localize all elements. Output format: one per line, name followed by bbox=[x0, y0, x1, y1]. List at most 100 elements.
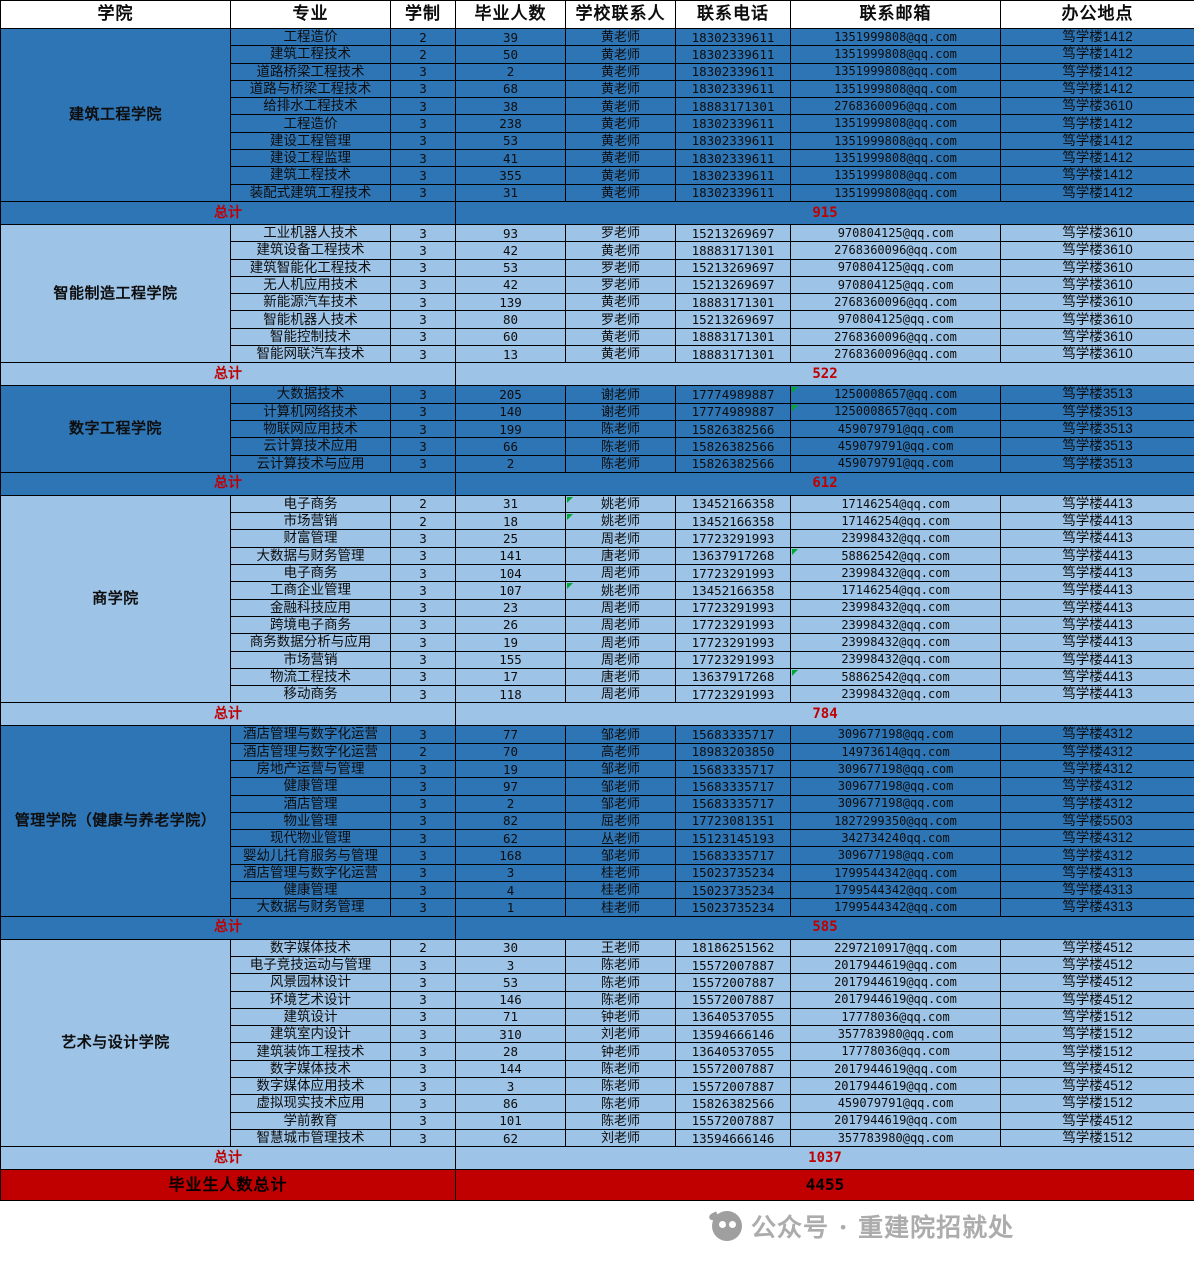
contact-person-cell: 罗老师 bbox=[565, 275, 676, 295]
email-cell: 17778036@qq.com bbox=[790, 1042, 1001, 1061]
email-cell: 2768360096@qq.com bbox=[790, 345, 1001, 364]
contact-person-cell: 邹老师 bbox=[565, 777, 676, 796]
major-cell: 智能网联汽车技术 bbox=[230, 345, 391, 364]
years-cell: 3 bbox=[390, 114, 456, 133]
years-cell: 2 bbox=[390, 512, 456, 531]
major-cell: 物联网应用技术 bbox=[230, 419, 391, 439]
phone-cell: 17723081351 bbox=[675, 811, 791, 831]
graduates-count-cell: 141 bbox=[455, 546, 566, 566]
years-cell: 3 bbox=[390, 385, 456, 404]
graduates-count-cell: 19 bbox=[455, 759, 566, 779]
contact-person-cell: 黄老师 bbox=[565, 293, 676, 312]
contact-person-cell: 罗老师 bbox=[565, 223, 676, 243]
major-cell: 虚拟现实技术应用 bbox=[230, 1094, 391, 1113]
office-location-cell: 笃学楼4413 bbox=[1000, 633, 1194, 652]
phone-cell: 15826382566 bbox=[675, 437, 791, 456]
major-cell: 电子商务 bbox=[230, 494, 391, 514]
email-cell: 1799544342@qq.com bbox=[790, 881, 1001, 900]
watermark: 公众号 · 重建院招就处 bbox=[712, 1208, 1014, 1244]
email-cell: 1351999808@qq.com bbox=[790, 45, 1001, 64]
table-row: 物业管理 3 82 屈老师 17723081351 1827299350@qq.com 笃学… bbox=[1, 811, 1194, 831]
major-cell: 建筑设备工程技术 bbox=[230, 241, 391, 260]
table-row: 智能机器人技术 3 80 罗老师 15213269697 970804125@qq.com… bbox=[1, 310, 1194, 329]
years-cell: 3 bbox=[390, 241, 456, 260]
email-cell: 2768360096@qq.com bbox=[790, 97, 1001, 116]
col-header-grads: 毕业人数 bbox=[455, 0, 566, 29]
phone-cell: 18883171301 bbox=[675, 345, 791, 364]
office-location-cell: 笃学楼4413 bbox=[1000, 650, 1194, 669]
contact-person-cell: 黄老师 bbox=[565, 45, 676, 64]
graduates-count-cell: 107 bbox=[455, 581, 566, 600]
major-cell: 大数据技术 bbox=[230, 385, 391, 404]
graduates-count-cell: 2 bbox=[455, 794, 566, 813]
contact-person-cell: 陈老师 bbox=[565, 454, 676, 473]
years-cell: 3 bbox=[390, 529, 456, 548]
phone-cell: 15213269697 bbox=[675, 258, 791, 277]
section-total-row: 总计 612 bbox=[0, 471, 1194, 496]
table-row: 建筑设备工程技术 3 42 黄老师 18883171301 2768360096@qq.c… bbox=[1, 241, 1194, 260]
table-row: 学前教育 3 101 陈老师 15572007887 2017944619@qq.com 笃… bbox=[1, 1111, 1194, 1130]
email-cell: 1351999808@qq.com bbox=[790, 149, 1001, 168]
years-cell: 3 bbox=[390, 97, 456, 116]
years-cell: 3 bbox=[390, 1128, 456, 1148]
graduates-count-cell: 28 bbox=[455, 1042, 566, 1061]
major-cell: 学前教育 bbox=[230, 1111, 391, 1130]
section-total-value: 784 bbox=[455, 702, 1194, 727]
contact-person-cell: 黄老师 bbox=[565, 62, 676, 81]
email-cell: 970804125@qq.com bbox=[790, 223, 1001, 243]
graduates-count-cell: 3 bbox=[455, 955, 566, 975]
years-cell: 3 bbox=[390, 667, 456, 687]
email-cell: 2017944619@qq.com bbox=[790, 1059, 1001, 1079]
phone-cell: 15826382566 bbox=[675, 419, 791, 439]
graduates-count-cell: 62 bbox=[455, 1128, 566, 1148]
major-cell: 数字媒体技术 bbox=[230, 938, 391, 957]
table-row: 艺术与设计学院 数字媒体技术 2 30 王老师 18186251562 2297210917… bbox=[0, 938, 1194, 1148]
watermark-text: 公众号 · 重建院招就处 bbox=[751, 1213, 1015, 1242]
years-cell: 3 bbox=[390, 759, 456, 779]
table-row: 酒店管理与数字化运营 2 70 高老师 18983203850 14973614@qq.c… bbox=[1, 742, 1194, 761]
years-cell: 2 bbox=[390, 494, 456, 514]
section-total-row: 总计 915 bbox=[0, 200, 1194, 225]
phone-cell: 18302339611 bbox=[675, 45, 791, 64]
graduates-count-cell: 50 bbox=[455, 45, 566, 64]
office-location-cell: 笃学楼1412 bbox=[1000, 62, 1194, 81]
table-row: 给排水工程技术 3 38 黄老师 18883171301 2768360096@qq.co… bbox=[1, 97, 1194, 116]
table-row: 建设工程监理 3 41 黄老师 18302339611 1351999808@qq.com… bbox=[1, 149, 1194, 168]
phone-cell: 15213269697 bbox=[675, 223, 791, 243]
table-row: 市场营销 3 155 周老师 17723291993 23998432@qq.com 笃学楼… bbox=[1, 650, 1194, 669]
table-row: 建筑工程技术 3 355 黄老师 18302339611 1351999808@qq.co… bbox=[1, 166, 1194, 185]
major-cell: 健康管理 bbox=[230, 777, 391, 796]
years-cell: 3 bbox=[390, 275, 456, 295]
years-cell: 3 bbox=[390, 811, 456, 831]
email-cell: 17146254@qq.com bbox=[790, 512, 1001, 531]
office-location-cell: 笃学楼1512 bbox=[1000, 1128, 1194, 1148]
major-cell: 物业管理 bbox=[230, 811, 391, 831]
office-location-cell: 笃学楼4512 bbox=[1000, 1111, 1194, 1130]
email-cell: 459079791@qq.com bbox=[790, 437, 1001, 456]
email-cell: 17146254@qq.com bbox=[790, 494, 1001, 514]
contact-person-cell: 陈老师 bbox=[565, 1094, 676, 1113]
years-cell: 3 bbox=[390, 327, 456, 347]
major-cell: 数字媒体技术 bbox=[230, 1059, 391, 1079]
graduates-count-cell: 53 bbox=[455, 973, 566, 992]
graduates-count-cell: 13 bbox=[455, 345, 566, 364]
office-location-cell: 笃学楼1412 bbox=[1000, 149, 1194, 168]
contact-person-cell: 钟老师 bbox=[565, 1042, 676, 1061]
table-row: 移动商务 3 118 周老师 17723291993 23998432@qq.com 笃学楼… bbox=[1, 685, 1194, 704]
email-cell: 309677198@qq.com bbox=[790, 725, 1001, 744]
graduates-count-cell: 139 bbox=[455, 293, 566, 312]
email-cell: 58862542@qq.com bbox=[790, 546, 1001, 566]
contact-person-cell: 罗老师 bbox=[565, 310, 676, 329]
email-cell: 2768360096@qq.com bbox=[790, 241, 1001, 260]
graduates-count-cell: 97 bbox=[455, 777, 566, 796]
years-cell: 3 bbox=[390, 581, 456, 600]
table-row: 建筑室内设计 3 310 刘老师 13594666146 357783980@qq.com… bbox=[1, 1025, 1194, 1044]
table-row: 数字媒体技术 3 144 陈老师 15572007887 2017944619@qq.co… bbox=[1, 1059, 1194, 1079]
graduates-count-cell: 238 bbox=[455, 114, 566, 133]
col-header-contact: 学校联系人 bbox=[565, 0, 676, 29]
major-cell: 无人机应用技术 bbox=[230, 275, 391, 295]
phone-cell: 17723291993 bbox=[675, 615, 791, 635]
office-location-cell: 笃学楼3610 bbox=[1000, 327, 1194, 347]
major-cell: 工程造价 bbox=[230, 27, 391, 47]
office-location-cell: 笃学楼4512 bbox=[1000, 990, 1194, 1009]
